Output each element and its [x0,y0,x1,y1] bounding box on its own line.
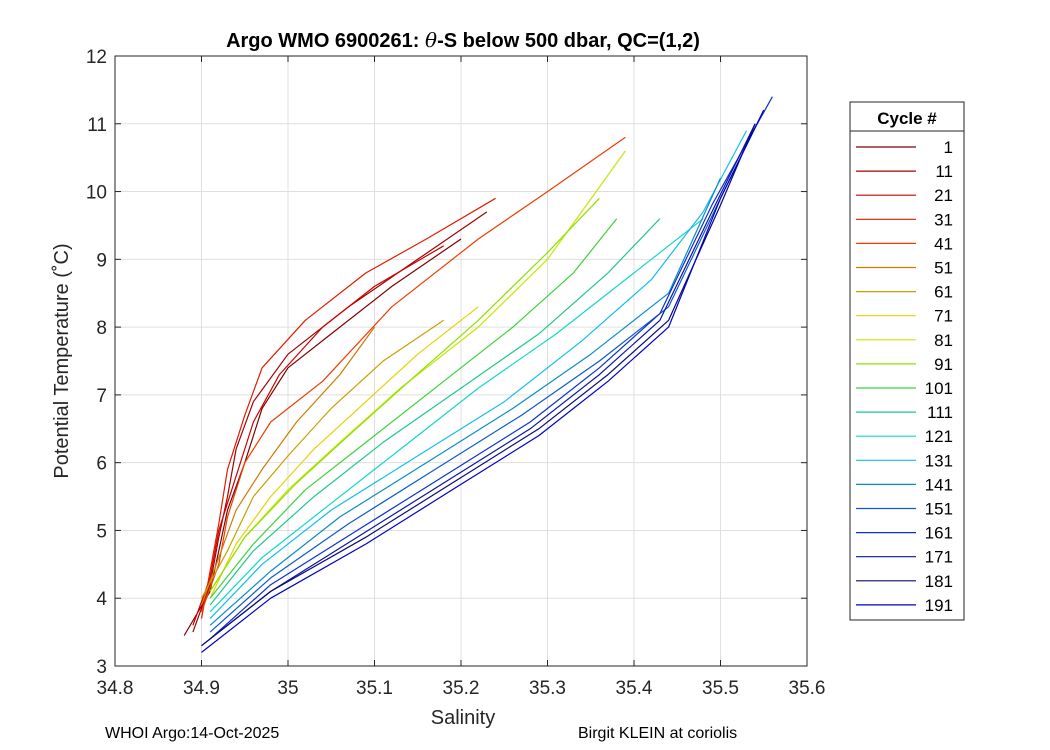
legend-label: 91 [934,355,953,374]
y-tick-label: 11 [87,115,107,136]
legend-label: 121 [925,427,953,446]
y-tick-label: 7 [96,386,107,407]
legend-label: 161 [925,524,953,543]
legend-label: 81 [934,331,953,350]
legend: Cycle # 11121314151617181911011111211311… [849,101,965,621]
x-tick-label: 34.8 [97,678,134,699]
x-tick-label: 35.6 [789,678,826,699]
legend-label: 41 [934,234,953,253]
series-line-cycle-131 [209,130,748,620]
series-line-cycle-41 [200,136,626,613]
legend-label: 11 [935,162,953,181]
series-line-cycle-191 [201,109,765,653]
y-tick-label: 5 [96,521,107,542]
series-line-cycle-161 [209,96,773,640]
x-tick-label: 35.2 [443,678,480,699]
legend-label: 101 [925,379,953,398]
series-line-cycle-11 [192,211,488,633]
x-tick-label: 35 [277,678,298,699]
legend-label: 111 [927,403,953,422]
x-tick-label: 35.3 [529,678,566,699]
legend-items: 1112131415161718191101111121131141151161… [856,138,953,615]
legend-box [849,101,965,621]
series-line-cycle-101 [209,218,618,599]
y-tick-label: 3 [96,657,107,678]
footer-source-date: WHOI Argo:14-Oct-2025 [105,725,280,742]
legend-label: 21 [934,186,953,205]
legend-label: 1 [944,138,953,157]
y-axis-label: Potential Temperature (˚C) [51,243,73,478]
y-tick-label: 4 [96,589,107,610]
series-line-cycle-71 [209,306,479,599]
ticks: 34.8 34.9 35 35.1 35.2 35.3 35.4 35.5 35.6 3 4 5 6 7 8… [86,47,826,699]
series-layer [183,96,773,653]
series-line-cycle-151 [209,109,765,633]
y-tick-label: 8 [96,318,107,339]
series-line-cycle-181 [201,123,756,647]
x-tick-label: 34.9 [183,678,220,699]
y-tick-label: 10 [86,183,107,204]
legend-label: 171 [925,548,953,567]
x-tick-label: 35.4 [616,678,653,699]
legend-label: 131 [925,451,953,470]
x-tick-label: 35.5 [702,678,739,699]
series-line-cycle-111 [209,218,661,606]
x-tick-label: 35.1 [356,678,393,699]
legend-label: 31 [934,210,953,229]
series-line-cycle-1 [183,238,462,636]
series-line-cycle-121 [209,218,704,613]
y-tick-label: 6 [96,454,107,475]
series-line-cycle-31 [200,197,496,619]
legend-label: 71 [934,307,953,326]
series-line-cycle-81 [209,150,626,592]
legend-label: 151 [925,500,953,519]
y-tick-label: 9 [96,250,107,271]
legend-title: Cycle # [877,109,937,128]
legend-label: 191 [925,596,953,615]
series-line-cycle-91 [209,197,600,592]
series-line-cycle-61 [200,319,445,599]
chart-title: Argo WMO 6900261: θ-S below 500 dbar, QC… [226,28,700,52]
legend-label: 61 [934,283,953,302]
grid [115,56,807,666]
legend-label: 181 [925,572,953,591]
series-line-cycle-171 [201,123,756,647]
y-tick-label: 12 [86,47,107,68]
legend-label: 141 [925,475,953,494]
legend-label: 51 [934,259,953,278]
x-axis-label: Salinity [431,707,495,729]
series-line-cycle-141 [209,177,722,626]
series-line-cycle-21 [192,245,445,626]
footer-author: Birgit KLEIN at coriolis [578,725,738,742]
series-line-cycle-51 [200,326,375,606]
